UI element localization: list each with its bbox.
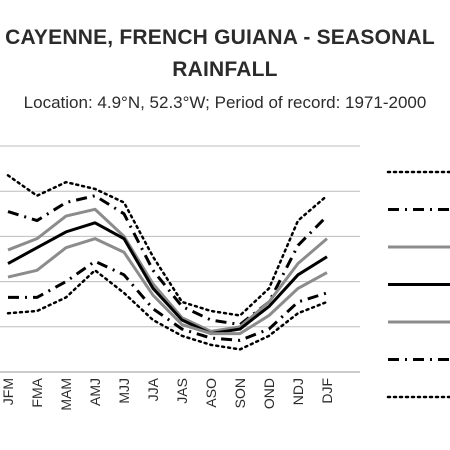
x-tick-label: NDJ [290,378,306,405]
x-tick-label: OND [261,378,277,409]
series-lines [6,174,329,351]
gridlines [0,145,360,373]
x-tick-label: JFM [0,378,16,405]
series-line-3 [7,207,328,333]
x-tick-label: FMA [29,377,45,407]
chart-title-line-2: RAINFALL [172,58,278,81]
series-line-5 [7,237,328,336]
series-line-7 [6,269,329,351]
legend [386,170,450,399]
chart-title-line-1: CAYENNE, FRENCH GUIANA - SEASONAL [5,26,435,49]
x-tick-label: JAS [174,378,190,404]
x-tick-label: DJF [319,378,335,404]
series-line-4 [7,221,328,336]
x-tick-labels: JFM FMA MAM AMJ MJJ JJA JAS ASO SON OND NDJ DJF [0,377,335,410]
series-line-6 [8,259,328,342]
x-tick-label: MAM [58,378,74,411]
x-tick-label: JJA [145,377,161,401]
x-tick-label: SON [232,378,248,408]
chart-subtitle: Location: 4.9°N, 52.3°W; Period of recor… [23,93,427,112]
series-line-1 [6,174,329,317]
series-line-2 [7,194,329,327]
x-tick-label: MJJ [116,378,132,404]
x-tick-label: AMJ [87,378,103,406]
x-tick-label: ASO [203,378,219,408]
